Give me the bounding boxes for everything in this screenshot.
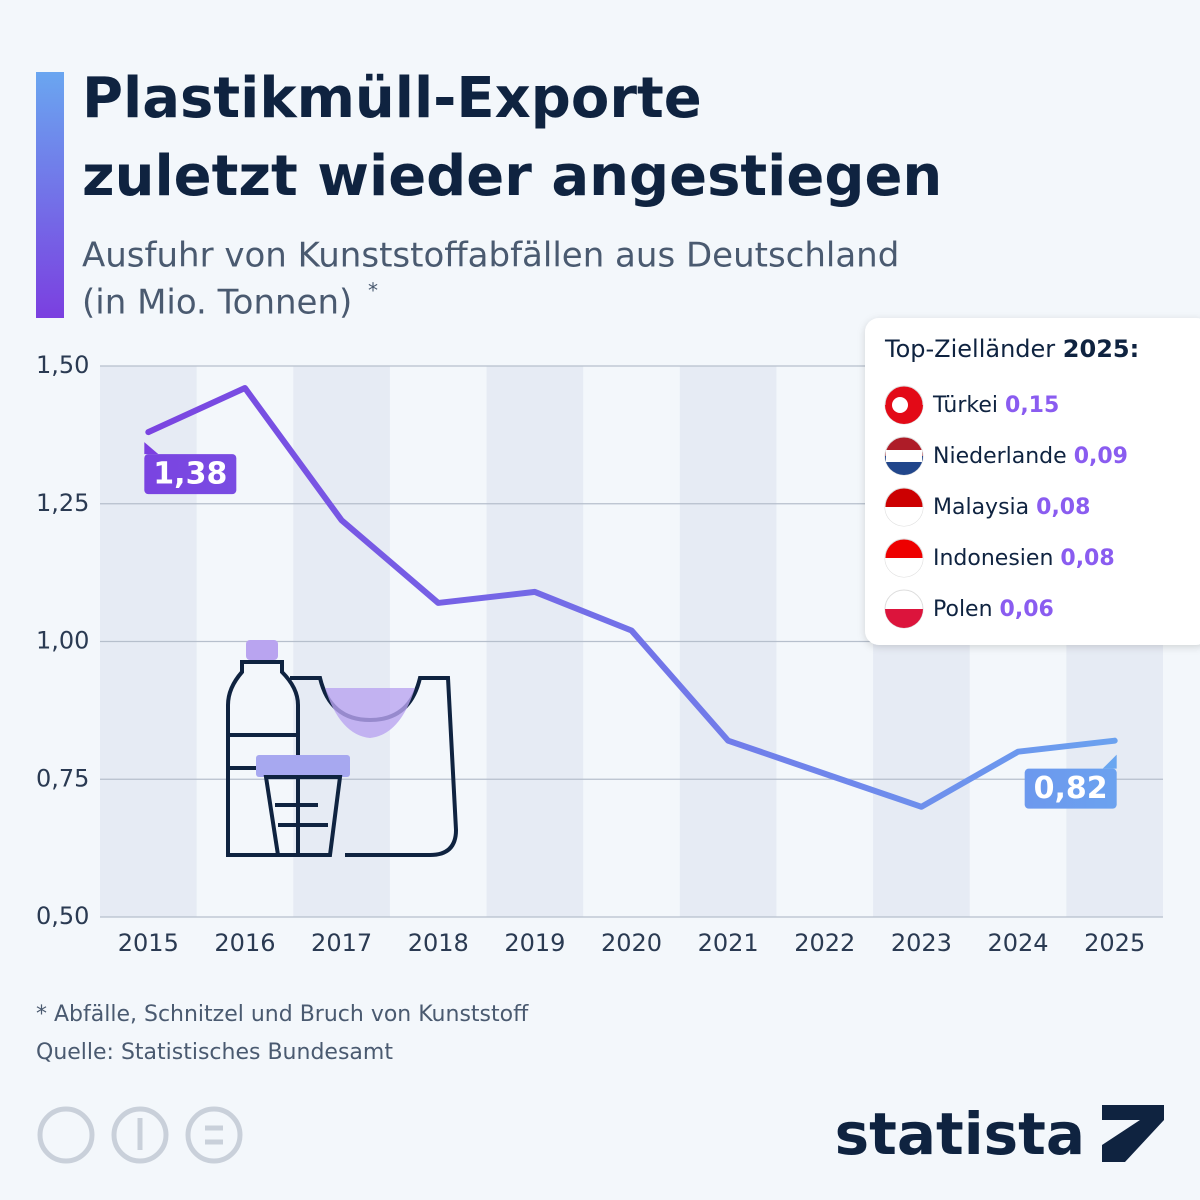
subtitle: (in Mio. Tonnen): [82, 283, 352, 323]
inset-item: Malaysia 0,08: [933, 495, 1090, 520]
data-line: [145, 385, 1118, 810]
value-label-pointer: [1102, 754, 1117, 769]
accent-bar: [36, 72, 64, 318]
inset-item: Niederlande 0,09: [933, 444, 1128, 469]
illustration: [226, 640, 459, 857]
inset-item-value: 0,15: [1005, 393, 1059, 418]
title: Plastikmüll-Exporte: [82, 66, 702, 131]
flag: [884, 589, 924, 629]
inset-list: Türkei 0,15 Niederlande 0,09 Malaysia 0,08…: [884, 385, 1128, 629]
value-label-box: [144, 454, 237, 495]
x-tick-label: 2024: [988, 929, 1049, 957]
value-label-box: [1024, 768, 1117, 809]
x-tick-label: 2016: [214, 929, 275, 957]
x-tick-label: 2021: [698, 929, 759, 957]
x-tick-label: 2018: [408, 929, 469, 957]
footnote: * Abfälle, Schnitzel und Bruch von Kunst…: [36, 1002, 529, 1027]
inset-item-name: Türkei: [932, 393, 998, 418]
x-tick-label: 2020: [601, 929, 662, 957]
flag-bottom: [885, 609, 923, 628]
subtitle: Ausfuhr von Kunststoffabfällen aus Deuts…: [82, 236, 899, 276]
value-label: 0,82: [1034, 771, 1108, 806]
y-tick-label: 1,50: [36, 351, 89, 379]
inset-item-value: 0,09: [1074, 444, 1128, 469]
inset-item: Indonesien 0,08: [933, 546, 1115, 571]
inset-box: [865, 318, 1200, 645]
value-label: 1,38: [153, 457, 227, 492]
flag: [884, 385, 924, 425]
value-label-pointer: [144, 442, 159, 455]
brand-logo: [1102, 1105, 1164, 1162]
x-tick-label: 2015: [118, 929, 179, 957]
inset-item-value: 0,08: [1060, 546, 1114, 571]
inset-item-name: Malaysia: [933, 495, 1029, 520]
inset-item-value: 0,08: [1036, 495, 1090, 520]
inset-item-value: 0,06: [1000, 597, 1054, 622]
x-tick-label: 2022: [794, 929, 855, 957]
subtitle-mark: *: [368, 279, 378, 303]
inset-item-name: Polen: [933, 597, 993, 622]
flag: [884, 436, 924, 476]
y-tick-label: 1,00: [36, 627, 89, 655]
flag-crescent: [892, 397, 908, 413]
inset-item-name: Indonesien: [933, 546, 1053, 571]
y-tick-label: 0,50: [36, 902, 89, 930]
source: Quelle: Statistisches Bundesamt: [36, 1040, 393, 1065]
inset-title-year: 2025:: [1063, 335, 1139, 363]
brand: statista: [835, 1100, 1085, 1168]
inset-title-text: Top-Zielländer: [884, 335, 1055, 363]
inset-item: Türkei 0,15: [932, 393, 1059, 418]
y-tick-label: 1,25: [36, 489, 89, 517]
title: zuletzt wieder angestiegen: [82, 144, 942, 209]
flag: [884, 538, 924, 578]
inset-item: Polen 0,06: [933, 597, 1054, 622]
inset-item-name: Niederlande: [933, 444, 1067, 469]
inset-title: Top-Zielländer 2025:: [884, 335, 1139, 363]
x-tick-label: 2023: [891, 929, 952, 957]
y-tick-label: 0,75: [36, 764, 89, 792]
license-icons: [37, 1106, 243, 1164]
x-tick-label: 2017: [311, 929, 372, 957]
x-tick-label: 2019: [504, 929, 565, 957]
flag-bottom: [885, 507, 923, 526]
x-tick-label: 2025: [1084, 929, 1145, 957]
flag-mid: [886, 450, 922, 462]
flag-bottom: [885, 558, 923, 577]
flag: [884, 487, 924, 527]
